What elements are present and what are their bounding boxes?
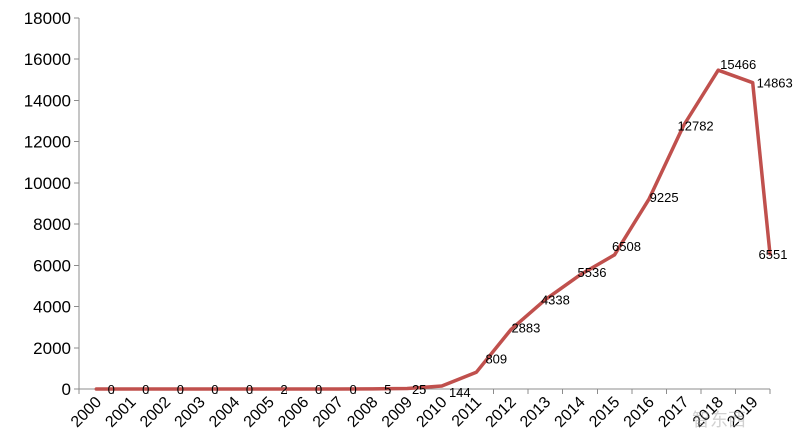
data-label: 0 <box>211 382 218 397</box>
y-tick-label: 18000 <box>24 9 71 28</box>
x-tick-label: 2004 <box>206 394 243 431</box>
y-tick-label: 14000 <box>24 91 71 110</box>
data-label: 0 <box>177 382 184 397</box>
data-label: 12782 <box>678 119 714 134</box>
data-label: 4338 <box>541 293 570 308</box>
y-tick-label: 2000 <box>33 339 71 358</box>
data-label: 15466 <box>720 57 756 72</box>
x-tick-label: 2005 <box>241 394 278 431</box>
y-tick-label: 16000 <box>24 50 71 69</box>
data-label: 0 <box>315 382 322 397</box>
data-label: 9225 <box>650 190 679 205</box>
y-axis-ticks: 0 2000 4000 6000 8000 10000 12000 14000 16000 180… <box>24 9 79 399</box>
x-tick-label: 2015 <box>586 394 623 431</box>
x-tick-label: 2017 <box>655 394 692 431</box>
x-tick-label: 2013 <box>517 394 554 431</box>
x-tick-label: 2002 <box>137 394 174 431</box>
data-label: 14863 <box>757 76 793 91</box>
x-tick-label: 2000 <box>68 394 105 431</box>
watermark-logo: 智东西 <box>692 410 746 431</box>
y-tick-label: 4000 <box>33 298 71 317</box>
x-tick-label: 2009 <box>379 394 416 431</box>
y-tick-label: 12000 <box>24 133 71 152</box>
data-label: 0 <box>108 382 115 397</box>
x-tick-label: 2006 <box>275 394 312 431</box>
data-label: 25 <box>412 382 426 397</box>
x-tick-label: 2014 <box>552 394 589 431</box>
y-tick-label: 6000 <box>33 256 71 275</box>
data-label: 809 <box>485 351 507 366</box>
y-tick-label: 10000 <box>24 174 71 193</box>
data-label: 0 <box>246 382 253 397</box>
data-label: 0 <box>142 382 149 397</box>
x-tick-label: 2016 <box>621 394 658 431</box>
data-label: 6508 <box>612 239 641 254</box>
data-label: 144 <box>449 385 471 400</box>
data-label: 2883 <box>511 321 540 336</box>
x-tick-label: 2008 <box>344 394 381 431</box>
y-tick-label: 8000 <box>33 215 71 234</box>
data-label: 6551 <box>759 247 788 262</box>
x-tick-label: 2003 <box>172 394 209 431</box>
y-tick-label: 0 <box>62 380 71 399</box>
data-label: 2 <box>280 382 287 397</box>
x-tick-label: 2001 <box>102 394 139 431</box>
x-tick-label: 2007 <box>310 394 347 431</box>
data-label: 0 <box>349 382 356 397</box>
x-tick-label: 2010 <box>413 394 450 431</box>
series-line <box>94 68 772 391</box>
watermark-text: 智东西 <box>692 410 746 431</box>
data-label: 5536 <box>578 265 607 280</box>
x-tick-label: 2012 <box>483 394 520 431</box>
data-label: 5 <box>384 382 391 397</box>
